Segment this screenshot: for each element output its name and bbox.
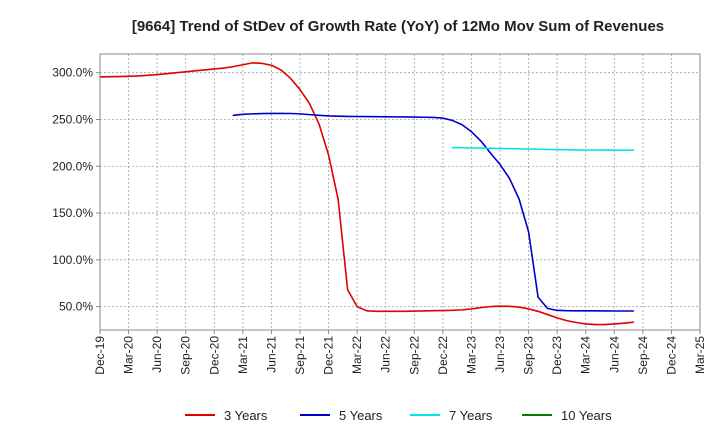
x-tick-label: Sep-21 xyxy=(293,336,307,375)
x-tick-label: Mar-23 xyxy=(464,336,478,374)
x-tick-label: Mar-22 xyxy=(350,336,364,374)
x-tick-label: Mar-25 xyxy=(693,336,707,374)
x-tick-label: Jun-20 xyxy=(150,336,164,373)
y-tick-label: 300.0% xyxy=(52,66,93,80)
x-tick-label: Dec-22 xyxy=(436,336,450,375)
legend-label: 10 Years xyxy=(561,408,612,423)
plot-area xyxy=(100,54,700,330)
y-tick-label: 50.0% xyxy=(59,300,93,314)
legend-item: 5 Years xyxy=(300,408,383,423)
x-tick-label: Jun-24 xyxy=(607,336,621,373)
legend-item: 3 Years xyxy=(185,408,268,423)
legend-label: 3 Years xyxy=(224,408,268,423)
x-tick-label: Sep-23 xyxy=(522,336,536,375)
x-tick-label: Sep-22 xyxy=(407,336,421,375)
x-tick-label: Jun-23 xyxy=(493,336,507,373)
series-line-5-years xyxy=(232,112,635,312)
y-tick-label: 200.0% xyxy=(52,159,93,173)
x-tick-label: Dec-19 xyxy=(93,336,107,375)
series-line-7-years xyxy=(451,146,635,151)
x-tick-label: Dec-23 xyxy=(550,336,564,375)
plot-border xyxy=(99,53,701,331)
series-line-3-years xyxy=(99,62,635,326)
y-tick-label: 150.0% xyxy=(52,206,93,220)
grid-lines xyxy=(99,54,701,330)
legend-item: 10 Years xyxy=(522,408,612,423)
legend-item: 7 Years xyxy=(410,408,493,423)
x-tick-label: Sep-20 xyxy=(179,336,193,375)
legend-label: 5 Years xyxy=(339,408,383,423)
series-lines xyxy=(99,62,635,326)
x-tick-label: Dec-24 xyxy=(664,336,678,375)
legend: 3 Years 5 Years 7 Years 10 Years xyxy=(185,408,612,423)
x-tick-label: Jun-22 xyxy=(379,336,393,373)
axes: 50.0% 100.0% 150.0% 200.0% 250.0% 300.0% Dec-1… xyxy=(52,66,707,375)
x-tick-label: Jun-21 xyxy=(264,336,278,373)
x-tick-label: Mar-24 xyxy=(579,336,593,374)
legend-label: 7 Years xyxy=(449,408,493,423)
y-tick-label: 250.0% xyxy=(52,112,93,126)
y-tick-label: 100.0% xyxy=(52,253,93,267)
x-tick-label: Mar-21 xyxy=(236,336,250,374)
x-tick-label: Mar-20 xyxy=(122,336,136,374)
x-tick-label: Dec-20 xyxy=(207,336,221,375)
x-tick-label: Sep-24 xyxy=(636,336,650,375)
x-tick-label: Dec-21 xyxy=(322,336,336,375)
chart-title: [9664] Trend of StDev of Growth Rate (Yo… xyxy=(132,18,664,35)
